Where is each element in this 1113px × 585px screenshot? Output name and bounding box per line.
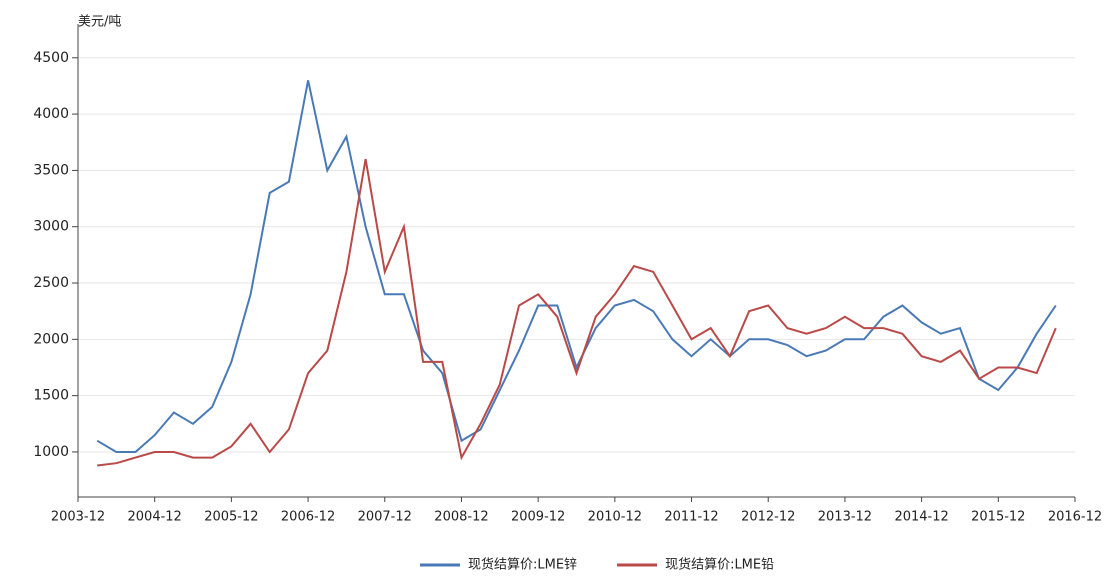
- legend-label: 现货结算价:LME铅: [665, 557, 774, 573]
- x-tick-label: 2012-12: [741, 510, 795, 525]
- y-tick-label: 3500: [33, 162, 69, 178]
- y-tick-label: 3000: [33, 219, 69, 235]
- x-tick-label: 2007-12: [358, 510, 412, 525]
- x-tick-label: 2009-12: [511, 510, 565, 525]
- y-tick-label: 4000: [33, 106, 69, 122]
- x-tick-label: 2006-12: [281, 510, 335, 525]
- x-tick-label: 2010-12: [588, 510, 642, 525]
- y-tick-label: 2000: [33, 331, 69, 347]
- x-tick-label: 2008-12: [434, 510, 488, 525]
- y-tick-label: 1000: [33, 444, 69, 460]
- x-tick-label: 2015-12: [971, 510, 1025, 525]
- y-axis-label: 美元/吨: [78, 15, 121, 30]
- y-tick-label: 2500: [33, 275, 69, 291]
- legend-label: 现货结算价:LME锌: [468, 557, 577, 573]
- y-tick-label: 4500: [33, 50, 69, 66]
- x-tick-label: 2016-12: [1048, 510, 1102, 525]
- series-line: [96, 80, 1057, 453]
- x-tick-label: 2014-12: [894, 510, 948, 525]
- series-line: [97, 158, 1057, 467]
- x-tick-label: 2011-12: [664, 510, 718, 525]
- x-tick-label: 2004-12: [128, 510, 182, 525]
- x-tick-label: 2003-12: [51, 510, 105, 525]
- x-tick-label: 2005-12: [204, 510, 258, 525]
- x-tick-label: 2013-12: [818, 510, 872, 525]
- y-tick-label: 1500: [33, 388, 69, 404]
